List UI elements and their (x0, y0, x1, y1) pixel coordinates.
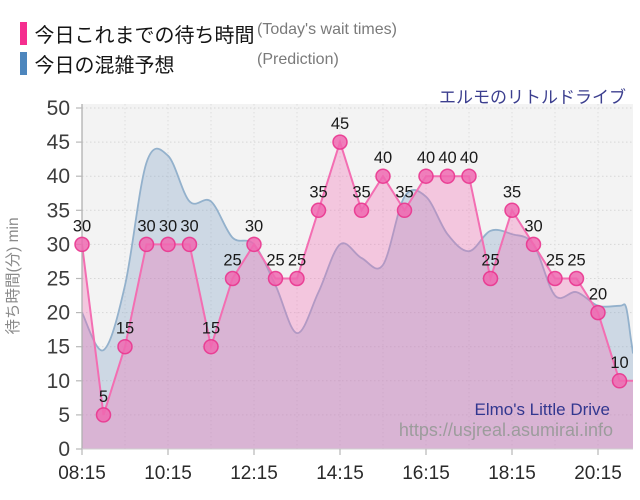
data-label: 10 (610, 354, 628, 372)
data-label: 25 (481, 252, 499, 270)
y-axis-labels: 0 5 10 15 20 25 30 35 40 45 50 (47, 97, 70, 461)
data-point[interactable] (482, 270, 499, 287)
data-label: 45 (331, 115, 349, 133)
y-axis-tick-label: 20 (47, 302, 70, 325)
data-point[interactable] (289, 270, 305, 287)
x-axis-tick-label: 10:15 (144, 463, 192, 484)
data-label: 40 (417, 149, 435, 167)
data-point[interactable] (353, 202, 370, 219)
legend-prediction-label-en: (Prediction) (257, 51, 339, 68)
data-label: 30 (159, 217, 177, 235)
data-point[interactable] (396, 202, 413, 219)
data-label: 35 (352, 183, 370, 201)
data-point[interactable] (375, 168, 391, 184)
data-point[interactable] (138, 236, 155, 253)
today-data-points (74, 134, 628, 423)
y-axis-title: 待ち時間(分) min (4, 217, 22, 334)
data-point[interactable] (203, 338, 219, 355)
data-point[interactable] (310, 202, 327, 219)
data-point[interactable] (611, 373, 628, 389)
y-axis-tick-label: 35 (47, 199, 70, 222)
data-point[interactable] (160, 236, 176, 253)
data-point[interactable] (418, 168, 434, 184)
data-label: 25 (546, 252, 564, 270)
y-axis-tick-label: 30 (47, 233, 70, 256)
data-point[interactable] (590, 304, 606, 321)
data-label: 35 (395, 183, 413, 201)
y-axis-tick-label: 45 (47, 131, 70, 154)
y-axis-tick-label: 50 (47, 97, 70, 120)
x-axis-tick-label: 12:15 (230, 463, 278, 484)
data-point[interactable] (246, 236, 262, 253)
y-axis-tick-label: 0 (58, 438, 70, 461)
legend-prediction-label-jp: 今日の混雑予想 (34, 55, 175, 77)
data-point[interactable] (332, 134, 348, 150)
x-axis-tick-label: 14:15 (316, 463, 364, 484)
watermark-site-url[interactable]: https://usjreal.asumirai.info (398, 420, 613, 440)
y-axis-tick-label: 10 (47, 370, 70, 393)
today-series-swatch (20, 22, 27, 45)
data-point[interactable] (568, 270, 585, 287)
today-area (82, 142, 633, 449)
prediction-line (82, 147, 633, 354)
data-point[interactable] (525, 236, 542, 253)
data-label: 30 (180, 217, 198, 235)
data-label: 40 (438, 149, 456, 167)
plot-background (82, 104, 633, 449)
data-point[interactable] (547, 270, 563, 287)
data-label: 30 (137, 217, 155, 235)
data-label: 35 (309, 183, 327, 201)
prediction-series (82, 147, 633, 449)
legend-item-today[interactable]: 今日これまでの待ち時間 (Today's wait times) (20, 19, 620, 47)
y-axis-tick-label: 5 (58, 404, 70, 427)
watermark-attraction-name: Elmo's Little Drive (474, 400, 610, 419)
data-label: 40 (460, 149, 478, 167)
legend-today-label-jp: 今日これまでの待ち時間 (34, 25, 255, 47)
data-label: 20 (589, 286, 607, 304)
data-label: 15 (202, 320, 220, 338)
y-axis-tick-label: 40 (47, 165, 70, 188)
data-label: 25 (288, 252, 306, 270)
legend-today-label-en: (Today's wait times) (257, 21, 397, 38)
data-point[interactable] (117, 338, 133, 355)
x-axis-labels: 08:15 10:15 12:15 14:15 16:15 18:15 20:15 (58, 463, 622, 484)
data-label: 40 (374, 149, 392, 167)
x-axis-tick-label: 08:15 (58, 463, 106, 484)
data-point[interactable] (504, 202, 520, 219)
data-label: 25 (266, 252, 284, 270)
data-label: 25 (567, 252, 585, 270)
data-label: 5 (99, 388, 108, 406)
x-axis-tick-label: 18:15 (488, 463, 536, 484)
data-point[interactable] (95, 407, 112, 423)
data-label: 25 (223, 252, 241, 270)
data-label: 30 (245, 217, 263, 235)
x-axis-tick-label: 16:15 (402, 463, 450, 484)
attraction-title: エルモのリトルドライブ (439, 88, 626, 107)
data-label: 35 (503, 183, 521, 201)
x-axis-tick-label: 20:15 (574, 463, 622, 484)
prediction-series-swatch (20, 52, 27, 75)
data-point[interactable] (461, 168, 477, 184)
data-point[interactable] (439, 168, 456, 184)
y-axis-tick-label: 25 (47, 268, 70, 291)
data-point[interactable] (267, 270, 284, 287)
data-label: 15 (116, 320, 134, 338)
legend-item-prediction[interactable]: 今日の混雑予想 (Prediction) (20, 49, 620, 77)
data-label: 30 (73, 217, 91, 235)
y-axis-tick-label: 15 (47, 336, 70, 359)
prediction-area (82, 148, 633, 449)
data-point[interactable] (74, 236, 90, 253)
data-label: 30 (524, 217, 542, 235)
data-point[interactable] (224, 270, 241, 287)
data-point[interactable] (181, 236, 198, 253)
